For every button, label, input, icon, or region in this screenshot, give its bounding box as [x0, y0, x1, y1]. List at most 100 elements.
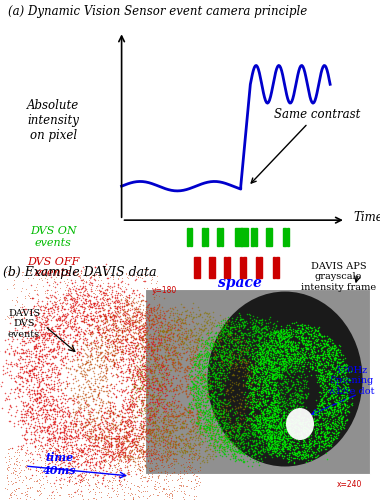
Point — [93, 312, 100, 320]
Point — [189, 415, 195, 423]
Point — [0, 347, 2, 355]
Point — [306, 340, 312, 348]
Point — [162, 490, 168, 498]
Point — [36, 399, 42, 407]
Point — [303, 353, 309, 361]
Point — [276, 404, 282, 412]
Point — [126, 367, 132, 375]
Point — [262, 342, 268, 350]
Point — [105, 326, 111, 334]
Point — [160, 370, 166, 378]
Point — [173, 437, 179, 445]
Point — [65, 331, 71, 339]
Point — [204, 386, 210, 394]
Point — [168, 416, 174, 424]
Point — [285, 429, 291, 437]
Point — [132, 311, 138, 320]
Point — [232, 339, 238, 347]
Point — [133, 318, 139, 326]
Point — [248, 382, 254, 390]
Point — [128, 331, 134, 339]
Point — [255, 326, 261, 334]
Point — [277, 333, 283, 341]
Point — [243, 363, 249, 371]
Point — [107, 310, 113, 318]
Point — [161, 452, 167, 460]
Point — [277, 370, 283, 379]
Point — [44, 408, 50, 416]
Point — [24, 377, 30, 385]
Point — [252, 327, 258, 335]
Point — [261, 344, 267, 352]
Point — [22, 339, 28, 347]
Point — [228, 323, 234, 331]
Point — [16, 448, 22, 456]
Point — [283, 341, 290, 349]
Point — [159, 369, 165, 377]
Point — [131, 312, 138, 320]
Point — [280, 327, 286, 335]
Point — [124, 389, 130, 397]
Point — [256, 437, 263, 445]
Point — [279, 435, 285, 444]
Point — [107, 451, 113, 459]
Point — [146, 404, 152, 412]
Point — [255, 328, 261, 336]
Point — [281, 360, 287, 368]
Point — [38, 481, 44, 489]
Point — [337, 359, 343, 367]
Point — [243, 345, 249, 353]
Point — [332, 427, 339, 435]
Point — [33, 317, 40, 325]
Point — [282, 362, 288, 370]
Point — [321, 332, 327, 340]
Point — [331, 432, 337, 440]
Point — [237, 439, 243, 448]
Point — [251, 401, 257, 409]
Point — [336, 364, 342, 372]
Point — [58, 321, 64, 329]
Point — [280, 411, 286, 419]
Point — [176, 397, 182, 405]
Point — [172, 358, 178, 366]
Point — [179, 449, 185, 457]
Point — [206, 423, 212, 431]
Point — [162, 475, 168, 483]
Point — [271, 389, 277, 397]
Point — [172, 323, 178, 331]
Point — [269, 389, 275, 397]
Point — [132, 389, 138, 397]
Point — [121, 299, 127, 307]
Point — [289, 396, 295, 404]
Point — [223, 389, 229, 397]
Point — [282, 434, 288, 442]
Point — [31, 371, 37, 379]
Point — [73, 420, 79, 428]
Point — [142, 326, 148, 334]
Point — [177, 349, 183, 357]
Point — [240, 436, 246, 445]
Point — [313, 419, 319, 427]
Point — [192, 475, 198, 483]
Point — [143, 436, 149, 444]
Point — [57, 427, 63, 435]
Point — [173, 426, 179, 434]
Point — [110, 409, 116, 417]
Point — [135, 341, 141, 349]
Point — [50, 393, 56, 401]
Point — [156, 444, 162, 452]
Point — [124, 296, 130, 304]
Point — [112, 309, 119, 317]
Point — [331, 434, 337, 443]
Point — [146, 340, 152, 348]
Point — [266, 357, 272, 365]
Point — [98, 396, 104, 404]
Point — [346, 375, 352, 384]
Point — [176, 381, 182, 389]
Point — [266, 436, 272, 445]
Point — [187, 325, 193, 333]
Point — [275, 390, 281, 398]
Point — [160, 436, 166, 445]
Point — [92, 421, 98, 429]
Point — [219, 398, 225, 406]
